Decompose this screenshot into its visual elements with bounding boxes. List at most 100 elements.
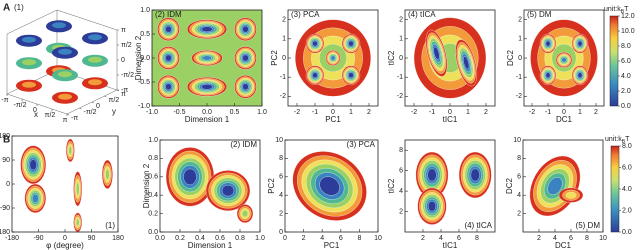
x-axis-label: Dimension 1 [185, 115, 230, 124]
y-axis-label: tIC2 [387, 50, 396, 65]
x-tick-label: π/2 [45, 112, 56, 119]
colorbar-label: unit:kBT [604, 6, 629, 15]
y-axis-label: Dimension 2 [142, 163, 151, 208]
y-tick-label: -1.0 [138, 103, 150, 110]
y-tick-label: 6 [279, 174, 283, 181]
contour-level [427, 201, 437, 212]
y-tick-label: 0 [6, 181, 10, 188]
contour-level [183, 168, 197, 185]
contour-level [427, 168, 437, 182]
colorbar-tick-label: 4.0 [622, 186, 632, 193]
y-tick-label: 1 [399, 36, 403, 43]
x-axis-label: x [34, 110, 38, 119]
y-tick-label: 0 [282, 55, 286, 62]
y-tick-label: 0.2 [148, 210, 158, 217]
colorbar-tick-label: 6.0 [622, 164, 632, 171]
y-tick-label: 6 [399, 168, 403, 175]
y-tick-label: 2 [518, 16, 522, 23]
y-tick-label: 10 [275, 137, 283, 144]
plot-frame [159, 139, 261, 233]
x-tick-label: -2 [529, 109, 535, 116]
surface-lobe [22, 81, 36, 88]
panel-title: (1) [14, 3, 24, 12]
y-tick-label: 2 [399, 16, 403, 23]
y-tick-label: 0.4 [148, 192, 158, 199]
x-tick-label: -1 [429, 109, 435, 116]
x-tick-label: 2 [421, 235, 425, 242]
surface-lobe [58, 93, 72, 100]
colorbar-label: unit:kBT [605, 136, 630, 145]
contour-field [157, 17, 257, 99]
plot-frame [284, 139, 379, 233]
y-tick-label: 4 [279, 192, 283, 199]
colorbar-tick-label: 12.0 [621, 13, 635, 20]
y-tick [66, 113, 70, 116]
contour-level [348, 40, 354, 47]
y-tick-label: 1 [282, 36, 286, 43]
z-tick-label: -π [121, 87, 128, 94]
panel-title: (3) PCA [347, 140, 376, 149]
x-tick-label: 8 [475, 235, 479, 242]
x-tick-label: 0.8 [235, 235, 245, 242]
x-tick-label: 4 [553, 235, 557, 242]
panel-title: (5) DM [527, 10, 552, 19]
x-tick-label: -90 [33, 235, 43, 242]
x-tick-label: 0.5 [230, 109, 240, 116]
colorbar-label-part: T [625, 136, 630, 143]
y-tick-label: 2 [282, 16, 286, 23]
colorbar-tick-label: 0.0 [621, 103, 631, 110]
x-tick-label: 0.2 [175, 235, 185, 242]
contour-field [292, 151, 367, 221]
z-tick-label: -π/2 [121, 72, 134, 79]
y-tick-label: 0 [518, 55, 522, 62]
y-tick-label: 1.0 [140, 7, 150, 14]
y-tick-label: 4 [517, 192, 521, 199]
contour-level [242, 25, 249, 33]
contour-level [319, 176, 340, 196]
contour-level [165, 83, 172, 91]
colorbar-tick-label: 10.0 [621, 28, 635, 35]
z-tick-label: π/2 [121, 42, 132, 49]
surface-lobe [88, 79, 102, 86]
contour-level [201, 84, 213, 90]
x-tick-label: 6 [457, 235, 461, 242]
x-tick-label: 1.0 [255, 235, 265, 242]
contour-level [348, 72, 354, 79]
y-tick-label: 6 [517, 174, 521, 181]
panel-title: (5) DM [576, 221, 601, 230]
contour-level [165, 25, 172, 33]
contour-level [577, 72, 583, 79]
y-tick-label: 0 [399, 55, 403, 62]
x-tick-label: 1 [578, 109, 582, 116]
y-tick-label: 4 [399, 188, 403, 195]
x-tick-label: 180 [112, 235, 124, 242]
panel-label: A [3, 3, 10, 14]
y-tick-label: π [121, 91, 126, 98]
x-tick-label: 6 [569, 235, 573, 242]
contour-level [565, 191, 577, 199]
x-tick-label: 0 [33, 107, 37, 114]
contour-level [577, 40, 583, 47]
y-tick-label: 90 [2, 157, 10, 164]
x-tick-label: 2 [484, 109, 488, 116]
y-tick-label: 180 [0, 133, 10, 140]
y-tick-label: -2 [397, 93, 403, 100]
contour-level [68, 146, 72, 155]
x-axis-label: Dimension 1 [188, 241, 233, 250]
y-tick-label: -90 [0, 205, 10, 212]
x-tick-label: 2 [367, 109, 371, 116]
contour-level [201, 26, 213, 32]
y-tick-label: π/2 [109, 97, 120, 104]
contour-level [105, 169, 110, 180]
x-tick-label: 6 [339, 235, 343, 242]
y-tick-label: 8 [399, 147, 403, 154]
colorbar-label-part: B [621, 9, 625, 15]
y-tick-label: 10 [513, 137, 521, 144]
x-tick-label: 90 [88, 235, 96, 242]
x-tick-label: 4 [439, 235, 443, 242]
y-tick-label: 0.6 [148, 174, 158, 181]
y-tick-label: -180 [0, 229, 10, 236]
colorbar-label-part: T [624, 6, 629, 13]
y-tick-label: 1.0 [148, 137, 158, 144]
